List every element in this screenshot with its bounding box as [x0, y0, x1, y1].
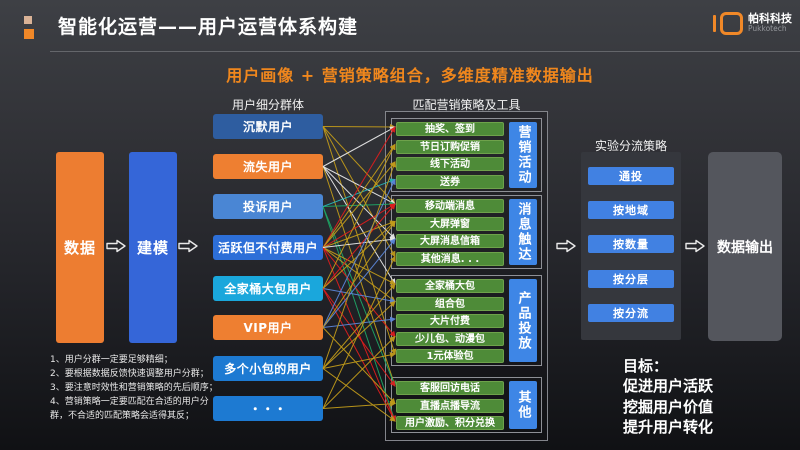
- strategy-group-label: 营销活动: [509, 122, 537, 188]
- split-item: 通投: [588, 167, 674, 185]
- split-item: 按分流: [588, 304, 674, 322]
- goal-item: 提升用户转化: [623, 417, 714, 436]
- notes-list: 1、用户分群一定要足够精细； 2、要根据数据反馈快速调整用户分群； 3、要注意时效性…: [50, 354, 222, 424]
- arrow-right-icon: [556, 239, 576, 253]
- strategy-item: 组合包: [396, 296, 504, 311]
- pukkotech-logo-icon: [713, 12, 743, 35]
- strategy-group: 移动端消息大屏弹窗大屏消息信箱 其他消息. . . 消息触达: [391, 195, 542, 269]
- strategy-item: 大屏消息信箱: [396, 234, 504, 248]
- strategy-item: 抽奖、签到: [396, 122, 504, 136]
- segment-box: 活跃但不付费用户: [213, 235, 323, 260]
- strategy-item: 线下活动: [396, 157, 504, 171]
- segment-box: VIP用户: [213, 315, 323, 340]
- company-logo: 帕科科技 Pukkotech: [713, 12, 792, 35]
- split-item: 按分层: [588, 270, 674, 288]
- goal-block: 目标： 促进用户活跃 挖掘用户价值 提升用户转化: [623, 356, 713, 437]
- segment-box: 沉默用户: [213, 114, 323, 139]
- split-header: 实验分流策略: [594, 139, 667, 153]
- strategy-item: 节日订购促销: [396, 139, 504, 154]
- strategy-group-label: 产品投放: [509, 279, 537, 362]
- goal-item: 促进用户活跃: [623, 377, 714, 396]
- note-line: 3、要注意时效性和营销策略的先后顺序；: [50, 382, 218, 393]
- split-item: 按地域: [588, 201, 674, 219]
- strategy-item: 大屏弹窗: [396, 216, 504, 231]
- slide-subtitle: 用户画像 + 营销策略组合，多维度精准数据输出: [226, 66, 594, 85]
- strategy-item: 移动端消息: [396, 199, 504, 213]
- strategy-item: 用户激励、积分兑换: [396, 416, 504, 430]
- note-line: 1、用户分群一定要足够精细；: [50, 355, 173, 365]
- note-line: 4、营销策略一定要匹配在合适的用户分群，不合适的匹配策略会适得其反；: [50, 396, 209, 421]
- segments-column: 沉默用户流失用户投诉用户活跃但不付费用户 全家桶大包用户 VIP用户多个小包的用户・…: [213, 0, 323, 450]
- header-divider: [50, 51, 800, 52]
- strategy-item: 其他消息. . .: [396, 251, 504, 266]
- segment-box: ・・・: [213, 396, 323, 421]
- arrow-right-icon: [178, 239, 198, 253]
- strategies-panel: 抽奖、签到 节日订购促销 线下活动 送券 营销活动 移动端消息 大屏弹窗 大屏消息信箱 其他消息…: [385, 111, 548, 441]
- data-output-box: 数据输出: [708, 152, 782, 341]
- strategy-item: 送券: [396, 174, 504, 189]
- strategy-group-label: 其他: [509, 381, 537, 429]
- page-title: 智能化运营——用户运营体系构建: [58, 16, 359, 38]
- strategy-item: 直播点播导流: [396, 398, 504, 413]
- split-panel: 通投按地域按数量按分层按分流: [581, 152, 681, 340]
- strategies-header: 匹配营销策略及工具: [412, 98, 521, 112]
- title-bullet-square-top: [24, 16, 32, 24]
- segments-header: 用户细分群体: [231, 98, 304, 112]
- model-box: 建模: [129, 152, 177, 343]
- segment-box: 投诉用户: [213, 194, 323, 219]
- data-box: 数据: [56, 152, 104, 343]
- goal-title: 目标：: [623, 357, 669, 375]
- strategy-item: 全家桶大包: [396, 279, 504, 293]
- logo-name-en: Pukkotech: [748, 24, 787, 34]
- segment-box: 多个小包的用户: [213, 356, 323, 381]
- goal-item: 挖掘用户价值: [623, 397, 714, 416]
- title-bullet-square-bottom: [24, 29, 34, 39]
- strategy-group-label: 消息触达: [509, 199, 537, 265]
- strategy-item: 1元体验包: [396, 349, 504, 363]
- strategy-group: 全家桶大包组合包大片付费少儿包、动漫包 1元体验包 产品投放: [391, 275, 542, 366]
- strategy-item: 大片付费: [396, 314, 504, 328]
- segment-box: 流失用户: [213, 154, 323, 179]
- arrow-right-icon: [106, 239, 126, 253]
- strategy-item: 客服回访电话: [396, 381, 504, 395]
- strategy-item: 少儿包、动漫包: [396, 331, 504, 346]
- note-line: 2、要根据数据反馈快速调整用户分群；: [50, 368, 209, 379]
- split-item: 按数量: [588, 235, 674, 253]
- strategy-group: 抽奖、签到节日订购促销 线下活动送券 营销活动: [391, 118, 542, 192]
- strategy-group: 客服回访电话 直播点播导流 用户激励、积分兑换 其他: [391, 377, 542, 433]
- logo-name-cn: 帕科科技: [748, 12, 792, 26]
- segment-box: 全家桶大包用户: [213, 276, 323, 301]
- arrow-right-icon: [685, 239, 705, 253]
